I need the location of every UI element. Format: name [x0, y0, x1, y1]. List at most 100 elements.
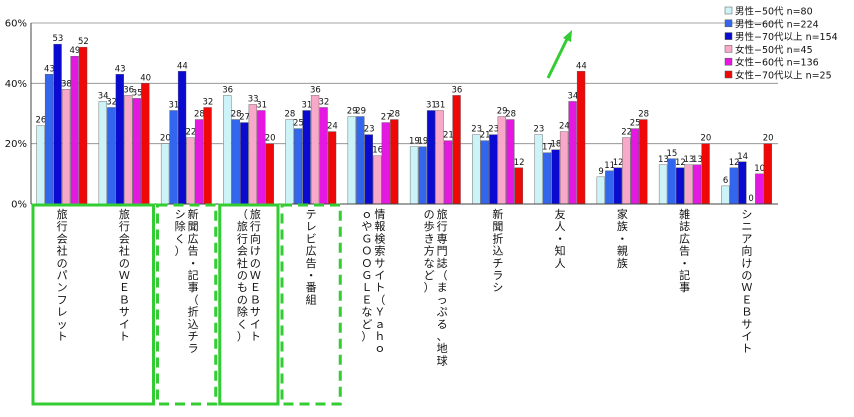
- category-label-char: 社: [119, 244, 130, 258]
- category-label-char: 行: [237, 232, 248, 245]
- category-label-char: Ｂ: [119, 293, 130, 306]
- bar: [302, 110, 311, 205]
- bars: 2643533849523432433635402031442228323628…: [35, 34, 774, 205]
- category-label-char: ま: [437, 281, 448, 294]
- bar: [613, 167, 622, 205]
- category-label-char: 家: [617, 207, 628, 221]
- bar: [692, 164, 702, 205]
- category-label-char: Ｂ: [250, 293, 261, 306]
- bar: [605, 170, 614, 205]
- data-label: 18: [550, 140, 561, 150]
- data-label: 28: [505, 110, 516, 120]
- bar: [231, 119, 240, 205]
- category-label-char: イ: [250, 318, 261, 331]
- data-label: 52: [78, 37, 89, 47]
- category-label-char: テ: [306, 208, 317, 221]
- legend-swatch: [724, 32, 733, 40]
- data-label: 36: [123, 85, 134, 95]
- arrow-head: [563, 30, 572, 42]
- category-label-char: ッ: [57, 318, 68, 331]
- category-label-char: も: [237, 281, 248, 294]
- category-label-char: っ: [437, 293, 448, 306]
- data-label: 28: [389, 110, 400, 120]
- category-label-char: の: [119, 257, 130, 270]
- category-label-char: ｈ: [374, 330, 385, 343]
- category-label-char: 雑: [679, 207, 690, 221]
- category-label-char: ・: [188, 257, 199, 270]
- bar: [160, 143, 170, 205]
- bar: [755, 173, 764, 205]
- data-label: 32: [318, 97, 329, 107]
- bar: [443, 140, 453, 205]
- category-label-char: 聞: [188, 220, 199, 233]
- category-label-char: サ: [250, 306, 261, 319]
- category-label-char: 向: [741, 244, 752, 258]
- bar: [568, 101, 577, 205]
- category-label-char: き: [424, 232, 435, 245]
- data-label: 33: [248, 94, 259, 104]
- category-label-char: 会: [119, 232, 130, 245]
- category-label-char: 専: [437, 232, 448, 245]
- bar: [132, 98, 141, 205]
- data-label: 26: [35, 116, 46, 126]
- bar: [551, 149, 560, 205]
- highlight-boxes: [31, 203, 342, 406]
- category-label-char: の: [424, 208, 435, 221]
- category-label-char: な: [361, 306, 372, 319]
- data-label: 53: [52, 34, 63, 44]
- category-label-char: ・: [555, 232, 566, 245]
- category-label-char: ど: [361, 318, 372, 331]
- bar: [44, 74, 54, 205]
- category-label-char: Ｅ: [119, 281, 130, 294]
- data-label: 12: [514, 158, 525, 168]
- data-label: 44: [576, 61, 587, 71]
- category-label-char: け: [250, 245, 261, 258]
- category-label-char: ぷ: [437, 306, 448, 319]
- bar: [542, 152, 552, 205]
- gridlines: [31, 22, 778, 145]
- category-label-char: （: [437, 269, 448, 282]
- category-label-char: 知: [555, 244, 566, 258]
- category-label-char: 族: [617, 256, 628, 270]
- category-label-char: Ｇ: [361, 232, 372, 245]
- bar: [435, 110, 444, 205]
- solid-highlight-box: [31, 203, 155, 406]
- category-label-char: Ｅ: [250, 281, 261, 294]
- category-label-char: イ: [119, 318, 130, 331]
- bar: [497, 116, 506, 205]
- category-label-char: ビ: [306, 232, 317, 245]
- category-label-char: Ｗ: [741, 281, 752, 294]
- category-label-char: 事: [679, 281, 690, 294]
- category-label-char: ト: [374, 281, 385, 294]
- bar: [53, 43, 62, 205]
- data-label: 29: [355, 107, 366, 117]
- category-label-char: 告: [679, 245, 690, 258]
- category-label-char: シ: [741, 208, 752, 221]
- bar: [630, 128, 639, 205]
- bar: [169, 110, 178, 205]
- bar: [472, 134, 481, 205]
- category-label-char: 折: [492, 231, 503, 245]
- data-label: 12: [613, 158, 624, 168]
- category-label-char: の: [237, 269, 248, 282]
- category-label-char: Ｅ: [741, 293, 752, 306]
- data-label: 25: [630, 119, 641, 129]
- category-label-char: 誌: [679, 219, 690, 233]
- bar: [514, 167, 523, 205]
- data-label: 31: [256, 100, 267, 110]
- dashed-highlight-box: [156, 203, 218, 406]
- category-label-char: 索: [374, 244, 385, 258]
- data-label: 43: [44, 64, 55, 74]
- bar: [480, 140, 489, 205]
- category-label-char: Ｂ: [741, 306, 752, 319]
- data-label: 43: [115, 64, 126, 74]
- bar: [194, 119, 204, 205]
- data-label: 23: [471, 125, 482, 135]
- category-label-char: く: [237, 318, 248, 331]
- category-label-char: 告: [188, 245, 199, 258]
- bar: [265, 143, 274, 205]
- data-label: 21: [443, 131, 454, 141]
- bar: [390, 119, 399, 205]
- category-label-char: な: [424, 257, 435, 270]
